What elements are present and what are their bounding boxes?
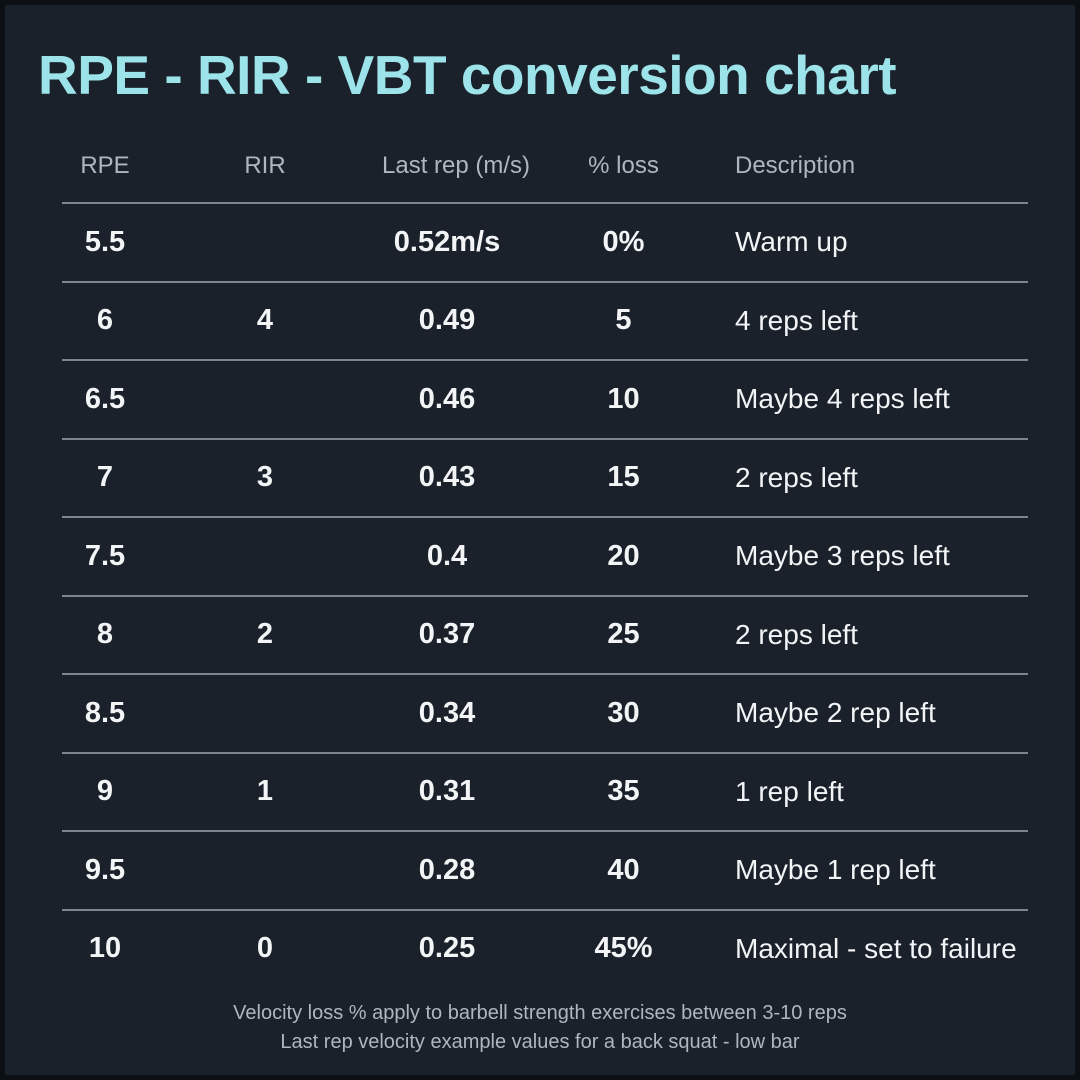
table-cell: 6.5 <box>84 382 126 415</box>
column-header: Description <box>735 152 856 179</box>
table-cell: 0.28 <box>418 853 476 886</box>
table-cell: 8.5 <box>84 696 126 729</box>
table-row: 7.5 0.4 20 Maybe 3 reps left <box>62 516 1028 595</box>
table-cell: 0.46 <box>418 382 476 415</box>
table-cell: 0% <box>602 225 645 258</box>
conversion-table: RPE RIR Last rep (m/s) % loss Description 5.… <box>62 130 1028 987</box>
table-cell: 0.4 <box>426 539 468 572</box>
table-cell: Maybe 1 rep left <box>735 854 936 886</box>
table-cell: 3 <box>256 461 274 494</box>
table-row: 9.5 0.28 40 Maybe 1 rep left <box>62 830 1028 909</box>
table-cell: 7 <box>96 461 114 494</box>
table-cell: Maybe 4 reps left <box>735 383 950 415</box>
table-cell: 40 <box>607 853 640 886</box>
table-cell: 0.31 <box>418 775 476 808</box>
table-cell: 4 reps left <box>735 304 858 336</box>
table-cell: 2 <box>256 618 274 651</box>
table-cell: 0.34 <box>418 696 476 729</box>
table-row: 5.5 0.52m/s 0% Warm up <box>62 202 1028 281</box>
table-cell: 2 reps left <box>735 461 858 493</box>
table-header-row: RPE RIR Last rep (m/s) % loss Description <box>62 130 1028 202</box>
table-cell: 5 <box>615 304 632 337</box>
table-row: 8 2 0.37 25 2 reps left <box>62 594 1028 674</box>
table-row: 6 4 0.49 5 4 reps left <box>62 280 1028 360</box>
table-cell: Maximal - set to failure <box>735 932 1017 964</box>
table-cell: 35 <box>607 775 640 808</box>
table-cell: 9.5 <box>84 853 126 886</box>
column-header: RIR <box>244 152 286 179</box>
table-cell: 6 <box>96 304 114 337</box>
table-cell: 8 <box>96 618 114 651</box>
table-cell: 45% <box>594 932 653 965</box>
table-cell: 2 reps left <box>735 618 858 650</box>
table-cell: 30 <box>607 696 640 729</box>
table-cell: Maybe 3 reps left <box>735 540 950 572</box>
table-cell: 1 <box>256 775 274 808</box>
table-cell: 25 <box>607 618 640 651</box>
table-row: 9 1 0.31 35 1 rep left <box>62 751 1028 831</box>
table-cell: 9 <box>96 775 114 808</box>
table-cell: 20 <box>607 539 640 572</box>
table-cell: 5.5 <box>84 225 126 258</box>
table-cell: 7.5 <box>84 539 126 572</box>
table-cell: 15 <box>607 461 640 494</box>
table-cell: 0.37 <box>418 618 476 651</box>
table-cell: Maybe 2 rep left <box>735 697 936 729</box>
table-cell: 10 <box>88 932 122 965</box>
table-cell: 0.25 <box>418 932 476 965</box>
table-row: 6.5 0.46 10 Maybe 4 reps left <box>62 359 1028 438</box>
table-row: 8.5 0.34 30 Maybe 2 rep left <box>62 673 1028 752</box>
table-cell: 0.49 <box>418 304 476 337</box>
table-row: 7 3 0.43 15 2 reps left <box>62 437 1028 517</box>
table-cell: Warm up <box>735 226 848 258</box>
footnotes: Velocity loss % apply to barbell strengt… <box>5 999 1075 1057</box>
table-cell: 10 <box>607 382 640 415</box>
page-title: RPE - RIR - VBT conversion chart <box>38 44 897 106</box>
column-header: % loss <box>588 152 659 179</box>
table-cell: 1 rep left <box>735 775 844 807</box>
table-cell: 4 <box>256 304 274 337</box>
column-header: Last rep (m/s) <box>382 152 531 179</box>
table-cell: 0 <box>256 932 274 965</box>
footnote-last-rep: Last rep velocity example values for a b… <box>280 1031 800 1053</box>
table-cell: 0.43 <box>418 461 476 494</box>
table-body: 5.5 0.52m/s 0% Warm up 6 4 0.49 5 4 reps left 6.5… <box>62 202 1028 987</box>
footnote-velocity-loss: Velocity loss % apply to barbell strengt… <box>233 1002 847 1024</box>
table-row: 10 0 0.25 45% Maximal - set to failure <box>62 908 1028 988</box>
table-cell: 0.52m/s <box>393 225 501 258</box>
column-header: RPE <box>80 152 130 179</box>
